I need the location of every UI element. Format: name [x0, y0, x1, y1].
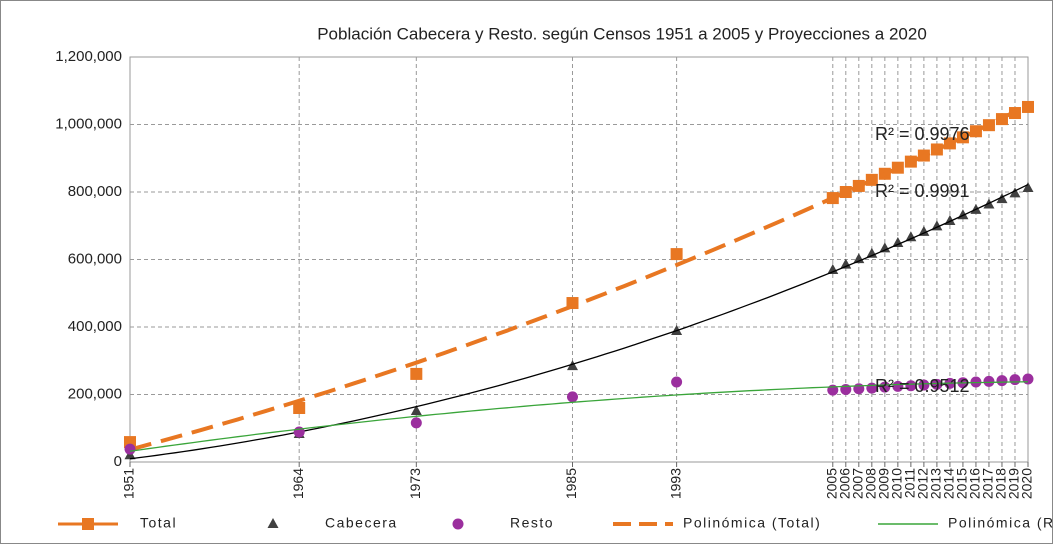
trendline — [129, 184, 1029, 460]
trendline — [129, 381, 1029, 452]
marker — [905, 231, 917, 242]
marker — [452, 518, 464, 530]
marker — [1009, 374, 1021, 386]
marker — [918, 379, 930, 391]
marker — [931, 378, 943, 390]
x-tick-label: 2009 — [876, 468, 892, 499]
y-tick-label: 1,200,000 — [55, 48, 122, 65]
x-tick-label: 2015 — [954, 468, 970, 499]
marker — [1009, 187, 1021, 198]
legend-label: Polinómica (Resto) — [948, 515, 1053, 531]
y-tick-label: 200,000 — [68, 385, 122, 402]
marker — [840, 258, 852, 269]
x-tick-label: 2010 — [889, 468, 905, 499]
legend-label: Resto — [510, 515, 554, 531]
y-tick-label: 600,000 — [68, 250, 122, 267]
x-tick-label: 1973 — [407, 468, 423, 499]
x-tick-label: 1985 — [563, 468, 579, 499]
marker — [671, 376, 683, 388]
marker — [124, 443, 136, 455]
marker — [566, 391, 578, 403]
legend-label: Polinómica (Total) — [683, 515, 821, 531]
x-tick-label: 2018 — [993, 468, 1009, 499]
marker — [840, 383, 852, 395]
x-tick-label: 2013 — [928, 468, 944, 499]
marker — [1022, 181, 1034, 192]
x-tick-label: 2008 — [863, 468, 879, 499]
marker — [410, 417, 422, 429]
x-tick-label: 2005 — [823, 468, 839, 499]
x-tick-label: 2019 — [1006, 468, 1022, 499]
marker — [996, 193, 1008, 204]
marker — [853, 253, 865, 264]
legend-label: Total — [140, 515, 177, 531]
legend: Total Cabecera Resto Polinómica (Total) Poli… — [58, 515, 1053, 531]
x-tick-label: 2016 — [967, 468, 983, 499]
marker — [918, 225, 930, 236]
y-tick-label: 800,000 — [68, 183, 122, 200]
y-tick-label: 1,000,000 — [55, 115, 122, 132]
marker — [956, 131, 969, 144]
marker — [670, 248, 683, 261]
y-tick-label: 400,000 — [68, 318, 122, 335]
x-tick-label: 2012 — [915, 468, 931, 499]
marker — [853, 383, 865, 395]
marker — [410, 367, 423, 380]
marker — [879, 242, 891, 253]
r2-label: R² = 0.9512 — [875, 376, 970, 396]
x-tick-label: 1951 — [121, 468, 137, 499]
r2-label: R² = 0.9976 — [875, 124, 970, 144]
x-tick-label: 2006 — [837, 468, 853, 499]
marker — [410, 405, 422, 416]
marker — [566, 360, 578, 371]
marker — [866, 247, 878, 258]
y-tick-label: 0 — [114, 453, 122, 470]
marker — [905, 380, 917, 392]
chart-title: Población Cabecera y Resto. según Censos… — [317, 24, 927, 43]
r2-label: R² = 0.9991 — [875, 181, 970, 201]
x-tick-label: 1993 — [667, 468, 683, 499]
x-tick-label: 2014 — [941, 468, 957, 499]
x-tick-label: 1964 — [290, 468, 306, 499]
marker — [267, 518, 279, 528]
x-tick-label: 2011 — [902, 468, 918, 498]
x-tick-label: 2020 — [1019, 468, 1035, 499]
marker — [996, 375, 1008, 387]
x-tick-label: 2007 — [850, 468, 866, 499]
marker — [293, 402, 306, 414]
legend-label: Cabecera — [325, 515, 398, 531]
marker — [82, 518, 94, 530]
marker — [827, 263, 839, 274]
marker — [1022, 373, 1034, 385]
marker — [892, 380, 904, 392]
marker — [892, 236, 904, 247]
x-tick-label: 2017 — [980, 468, 996, 499]
marker — [983, 375, 995, 387]
